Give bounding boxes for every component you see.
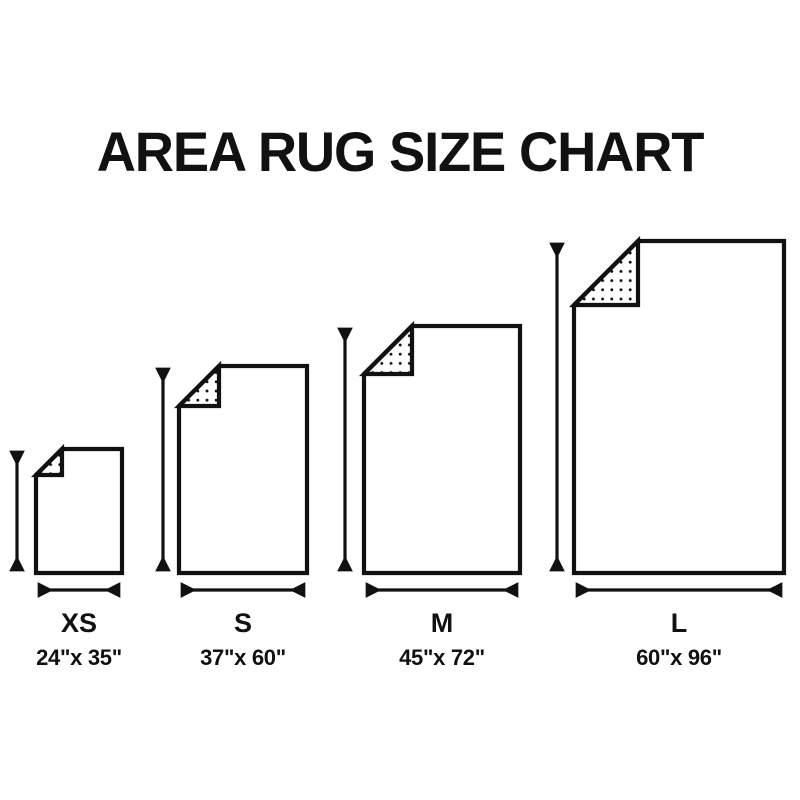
rug-size-label-l: L xyxy=(670,608,688,638)
folded-corner-icon-xs xyxy=(30,443,65,478)
rug-dimensions-label-xs: 24"x 35" xyxy=(36,645,122,670)
rug-size-label-s: S xyxy=(233,608,252,638)
folded-corner-icon-m xyxy=(358,320,415,377)
rug-figure-l[interactable] xyxy=(549,235,787,598)
rug-figure-m[interactable] xyxy=(337,320,523,598)
folded-corner-icon-l xyxy=(568,235,641,308)
rug-figure-s[interactable] xyxy=(155,360,310,598)
page-title: AREA RUG SIZE CHART xyxy=(96,120,705,183)
folded-corner-icon-s xyxy=(173,360,222,409)
rug-dimensions-label-l: 60"x 96" xyxy=(636,645,722,670)
rug-size-label-m: M xyxy=(430,608,454,638)
rug-dimensions-label-m: 45"x 72" xyxy=(399,645,485,670)
rug-figure-xs[interactable] xyxy=(9,443,125,598)
rug-size-label-xs: XS xyxy=(60,608,98,638)
rug-dimensions-label-s: 37"x 60" xyxy=(200,645,286,670)
